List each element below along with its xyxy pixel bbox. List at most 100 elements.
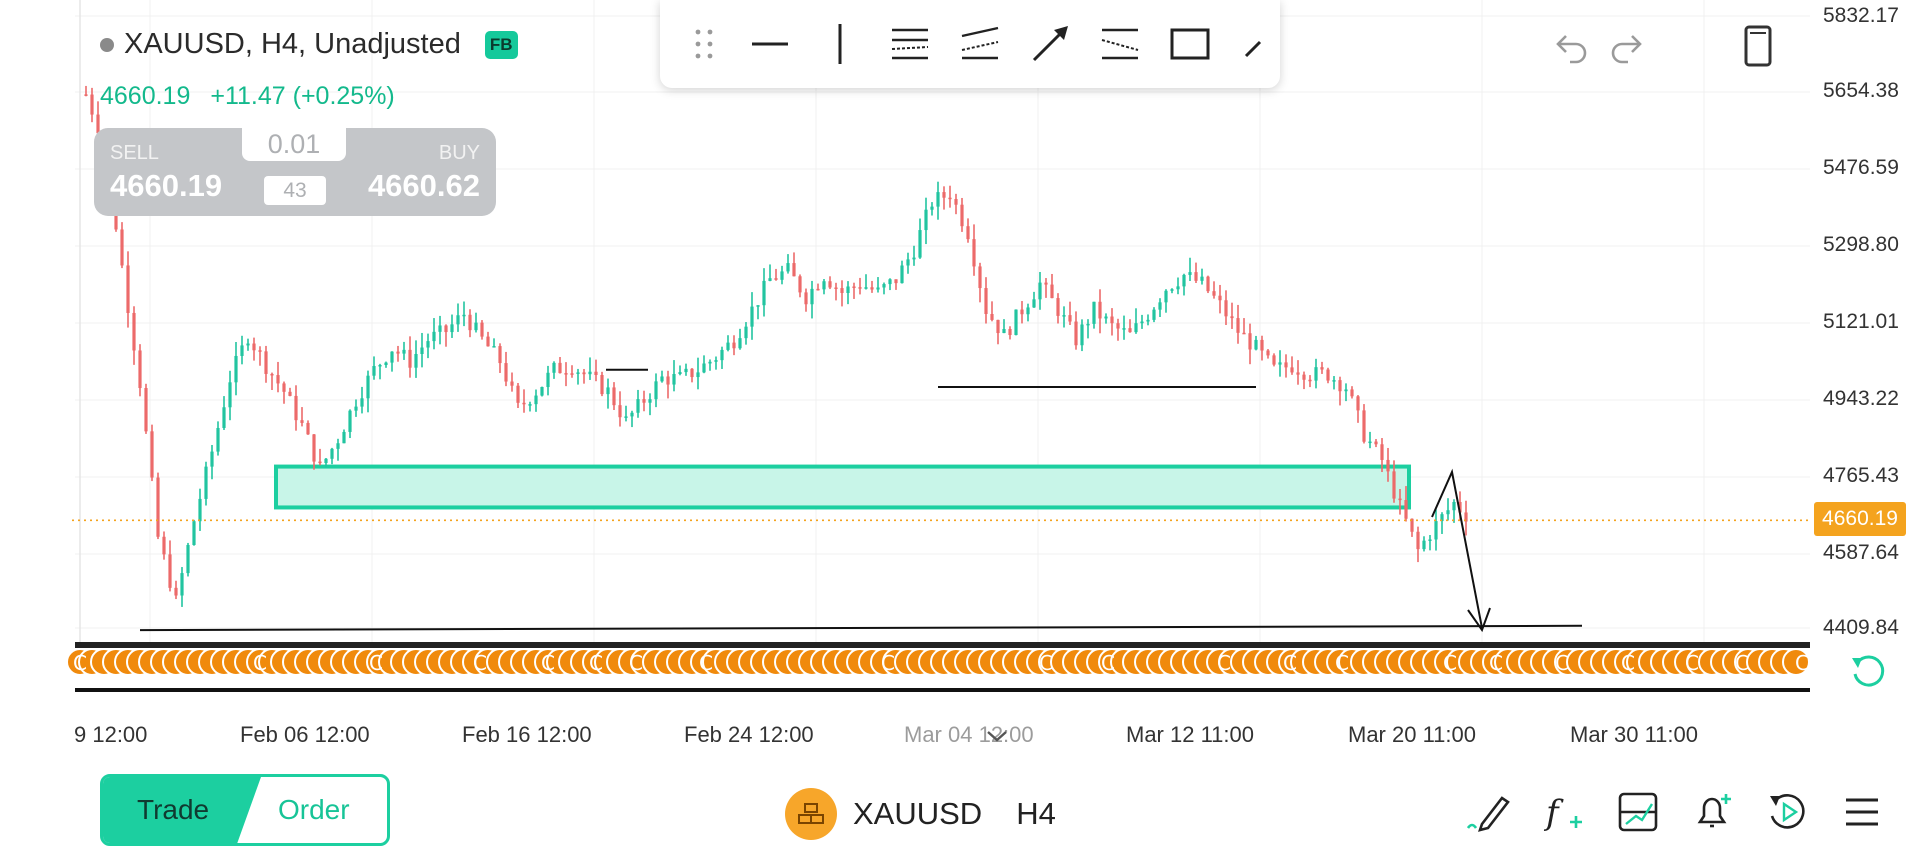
economic-event-icon-letter: C	[73, 651, 87, 675]
candle-body	[1242, 332, 1246, 335]
candle-body	[138, 350, 142, 389]
candle-body	[960, 204, 964, 227]
brush-icon[interactable]	[1230, 20, 1278, 68]
candle-body	[846, 286, 850, 293]
candle-body	[552, 362, 556, 373]
candle-body	[1110, 316, 1114, 324]
market-status-dot	[100, 37, 114, 52]
symbol-header[interactable]: XAUUSD, H4, Unadjusted FB	[100, 28, 518, 61]
candle-body	[1296, 372, 1300, 375]
candle-body	[168, 554, 172, 588]
candle-body	[378, 365, 382, 367]
lot-size-input[interactable]: 0.01	[242, 127, 346, 161]
price-change: +11.47 (+0.25%)	[210, 82, 395, 110]
candle-body	[1452, 502, 1456, 511]
candle-body	[522, 402, 526, 405]
phone-layout-icon[interactable]	[1736, 24, 1780, 68]
candle-body	[900, 265, 904, 284]
candle-body	[354, 406, 358, 411]
gold-bars-icon	[785, 788, 837, 840]
candle-body	[156, 477, 160, 537]
drag-handle-icon[interactable]	[680, 20, 728, 68]
candle-body	[924, 209, 928, 231]
y-tick-label: 5121.01	[1823, 310, 1899, 333]
candle-body	[870, 287, 874, 290]
candle-body	[1314, 367, 1318, 381]
candle-body	[126, 265, 130, 313]
candle-body	[258, 350, 262, 352]
candle-body	[1224, 300, 1228, 317]
economic-event-icon-letter: C	[1217, 651, 1231, 675]
trade-order-switch[interactable]: Trade Order	[100, 774, 390, 846]
rectangle-icon[interactable]	[1166, 20, 1214, 68]
candle-body	[858, 287, 862, 289]
economic-event-icon-letter: C	[1443, 651, 1457, 675]
candle-body	[816, 288, 820, 291]
chart-title: XAUUSD, H4, Unadjusted	[124, 28, 461, 60]
candle-body	[150, 431, 154, 478]
candle-body	[1122, 328, 1126, 330]
candle-body	[714, 360, 718, 362]
y-tick-label: 5654.38	[1823, 79, 1899, 102]
candle-body	[132, 312, 136, 351]
candle-body	[426, 341, 430, 348]
reset-chart-icon[interactable]	[1846, 648, 1890, 692]
candle-body	[1152, 309, 1156, 320]
trend-channel-icon[interactable]	[956, 20, 1004, 68]
alert-icon[interactable]	[1690, 788, 1738, 836]
candle-body	[294, 395, 298, 421]
candle-body	[498, 346, 502, 364]
candle-body	[402, 349, 406, 354]
candle-body	[264, 351, 268, 374]
candle-body	[468, 314, 472, 331]
y-tick-label: 4765.43	[1823, 464, 1899, 487]
template-icon[interactable]	[1614, 788, 1662, 836]
chevron-down-icon[interactable]	[982, 724, 1012, 748]
candle-body	[582, 372, 586, 375]
indicator-icon[interactable]: f	[1540, 788, 1588, 836]
candle-body	[342, 431, 346, 444]
buy-price-button[interactable]: 4660.62	[367, 168, 480, 203]
candle-body	[678, 372, 682, 374]
candle-body	[1428, 539, 1432, 541]
replay-icon[interactable]	[1764, 788, 1812, 836]
buy-label: BUY	[438, 142, 480, 164]
undo-icon[interactable]	[1550, 24, 1594, 68]
tab-order[interactable]: Order	[278, 794, 350, 825]
candle-body	[432, 331, 436, 342]
candle-body	[948, 197, 952, 200]
economic-event-icon	[1782, 648, 1810, 676]
sell-price-button[interactable]: 4660.19	[110, 168, 223, 203]
candle-body	[1044, 282, 1048, 285]
candle-body	[246, 343, 250, 346]
candle-body	[1074, 321, 1078, 346]
candle-body	[1206, 276, 1210, 292]
symbol-selector[interactable]: XAUUSD H4	[785, 788, 1056, 840]
candle-body	[1446, 510, 1450, 515]
disjoint-channel-icon[interactable]	[1096, 20, 1144, 68]
menu-icon[interactable]	[1838, 788, 1886, 836]
timeframe-selector[interactable]: H4	[1016, 796, 1056, 831]
parallel-channel-icon[interactable]	[886, 20, 934, 68]
candle-body	[282, 383, 286, 392]
drawing-toolbar	[660, 0, 1280, 88]
candle-body	[318, 461, 322, 464]
candle-body	[408, 349, 412, 368]
vertical-line-icon[interactable]	[816, 20, 864, 68]
candle-body	[1200, 276, 1204, 281]
economic-event-icon-letter: C	[1489, 651, 1503, 675]
fb-badge[interactable]: FB	[484, 30, 518, 59]
arrow-icon[interactable]	[1026, 20, 1074, 68]
horizontal-line-icon[interactable]	[746, 20, 794, 68]
redo-icon[interactable]	[1604, 24, 1648, 68]
candle-body	[1386, 459, 1390, 472]
candle-body	[978, 266, 982, 289]
candle-body	[852, 286, 856, 288]
candle-body	[786, 263, 790, 272]
draw-tool-icon[interactable]	[1464, 788, 1512, 836]
candle-body	[444, 325, 448, 333]
tab-trade[interactable]: Trade	[103, 777, 261, 843]
sell-label: SELL	[110, 142, 159, 164]
candle-body	[288, 391, 292, 396]
